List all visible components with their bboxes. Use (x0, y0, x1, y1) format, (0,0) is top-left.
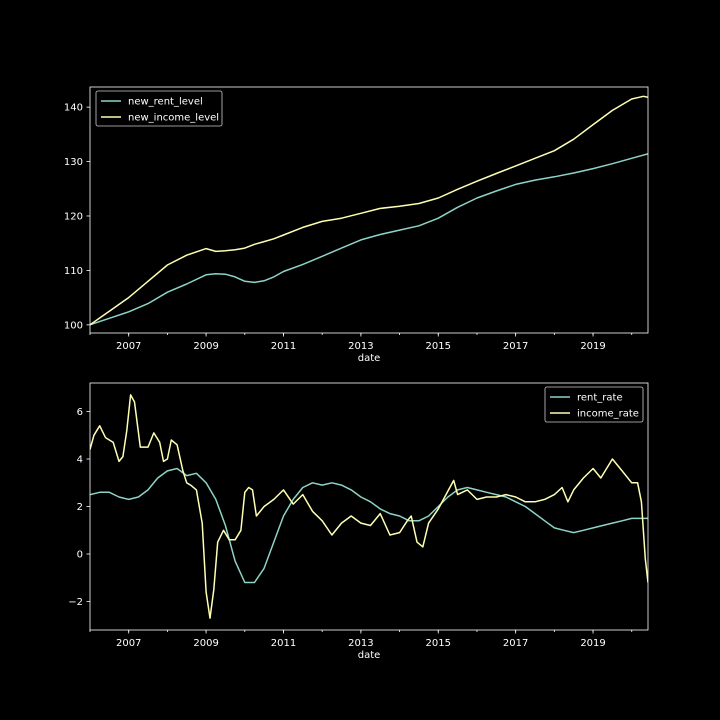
x-tick-label: 2015 (426, 638, 451, 649)
y-tick-label: 120 (64, 211, 83, 222)
chart-panel-1: 2007 2009 2011 2013 2015 2017 2019 100 110 120 130… (64, 86, 649, 364)
x-tick-label: 2009 (193, 638, 218, 649)
y-tick-label: 130 (64, 157, 83, 168)
x-tick-label: 2011 (271, 638, 296, 649)
series-line-income-rate (90, 394, 648, 619)
legend-label: rent_rate (577, 393, 623, 404)
x-tick-label: 2009 (193, 341, 218, 352)
plot-frame (89, 382, 649, 631)
x-tick-label: 2019 (580, 638, 605, 649)
y-tick-label: 4 (77, 455, 83, 466)
y-tick-label: −2 (68, 597, 83, 608)
legend: new_rent_level new_income_level (95, 90, 223, 127)
legend-label: income_rate (577, 409, 639, 420)
plot-frame (89, 86, 649, 334)
y-tick-label: 0 (77, 550, 83, 561)
y-tick-label: 110 (64, 266, 83, 277)
series-line-new-income-level (90, 95, 648, 326)
y-tick-label: 140 (64, 103, 83, 114)
x-tick-label: 2007 (116, 341, 141, 352)
legend: rent_rate income_rate (544, 386, 644, 423)
series-line-new-rent-level (90, 153, 648, 326)
x-tick-label: 2007 (116, 638, 141, 649)
x-axis-label: date (358, 650, 381, 661)
x-axis-label: date (358, 353, 381, 364)
x-tick-label: 2017 (503, 638, 528, 649)
y-tick-label: 6 (77, 407, 83, 418)
legend-box (95, 90, 223, 127)
chart-panel-2: 2007 2009 2011 2013 2015 2017 2019 −2 0 2 4 6 date re… (68, 382, 649, 661)
x-tick-label: 2013 (348, 341, 373, 352)
legend-label: new_rent_level (128, 97, 203, 108)
y-tick-label: 2 (77, 502, 83, 513)
x-tick-label: 2015 (426, 341, 451, 352)
x-tick-label: 2013 (348, 638, 373, 649)
legend-label: new_income_level (128, 113, 219, 124)
x-tick-label: 2011 (271, 341, 296, 352)
y-tick-label: 100 (64, 320, 83, 331)
x-tick-label: 2017 (503, 341, 528, 352)
x-tick-label: 2019 (580, 341, 605, 352)
